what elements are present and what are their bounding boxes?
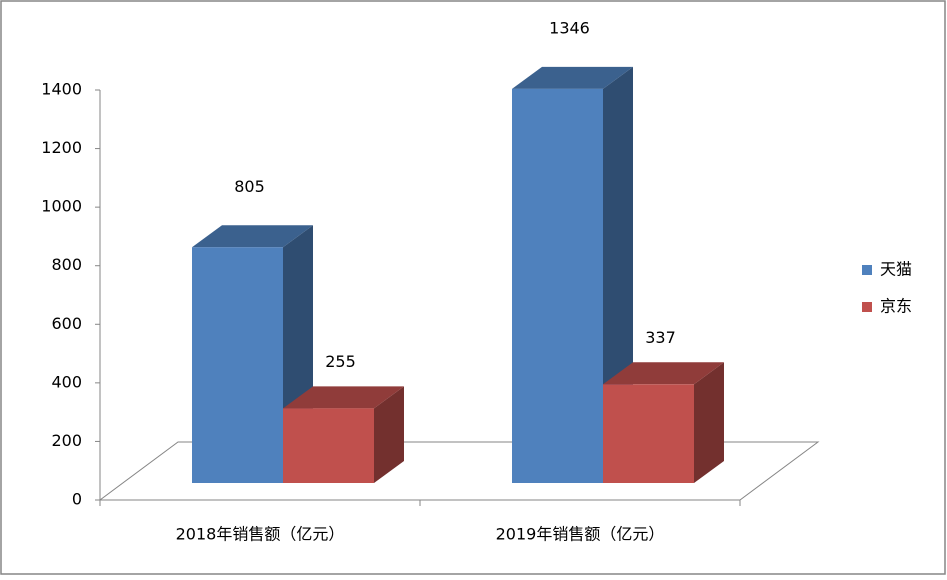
y-tick-label: 200 xyxy=(51,431,82,450)
y-tick-label: 1200 xyxy=(41,138,82,157)
bar-side xyxy=(374,386,404,483)
bar xyxy=(192,247,283,483)
value-label: 805 xyxy=(234,177,265,196)
bar-top xyxy=(283,386,404,409)
y-tick-label: 400 xyxy=(51,372,82,391)
y-tick-label: 1400 xyxy=(41,80,82,99)
legend-label: 京东 xyxy=(880,297,912,316)
bar-top xyxy=(603,362,724,385)
value-label: 255 xyxy=(325,352,356,371)
floor xyxy=(98,441,820,501)
x-tick-label: 2019年销售额（亿元） xyxy=(496,525,665,544)
value-label: 337 xyxy=(645,328,676,347)
y-tick-label: 0 xyxy=(72,490,82,509)
legend-swatch xyxy=(862,265,872,275)
y-tick-label: 800 xyxy=(51,255,82,274)
legend-label: 天猫 xyxy=(880,260,912,279)
bar-side xyxy=(694,362,724,483)
y-tick-label: 600 xyxy=(51,314,82,333)
x-tick-label: 2018年销售额（亿元） xyxy=(176,525,345,544)
value-label: 1346 xyxy=(549,18,590,37)
bar xyxy=(603,384,694,483)
bar-top xyxy=(192,225,313,248)
y-tick-label: 1000 xyxy=(41,197,82,216)
legend-swatch xyxy=(862,302,872,312)
bar-top xyxy=(512,66,633,89)
bar xyxy=(512,88,603,484)
bar xyxy=(283,408,374,483)
